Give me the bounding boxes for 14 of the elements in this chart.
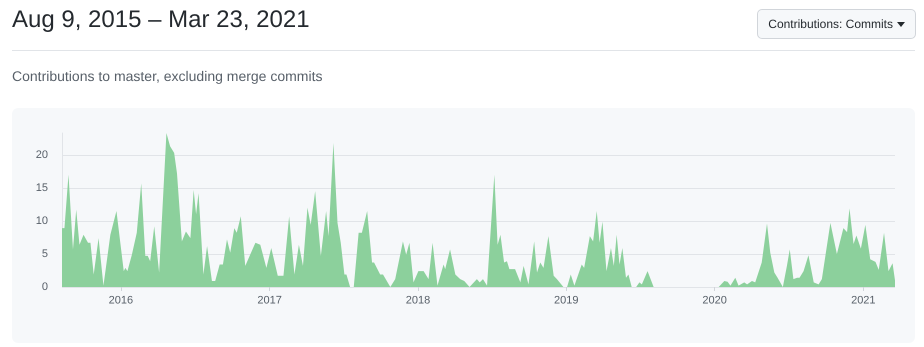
y-tick-label: 0	[42, 281, 48, 293]
x-tick-label: 2020	[702, 294, 727, 306]
y-tick-label: 5	[42, 248, 48, 260]
x-tick-label: 2021	[851, 294, 876, 306]
y-tick-label: 20	[36, 148, 48, 161]
chart-title: Aug 9, 2015 – Mar 23, 2021	[12, 6, 310, 34]
x-tick-label: 2018	[406, 294, 430, 306]
text: Contributions: Commits	[768, 17, 893, 31]
chart-subtitle: Contributions to master, excluding merge commits	[12, 68, 322, 84]
x-tick-label: 2019	[554, 294, 579, 306]
y-tick-label: 15	[36, 182, 48, 194]
y-tick-label: 10	[36, 214, 48, 227]
x-tick-label: 2016	[108, 294, 134, 306]
x-tick-label: 2017	[257, 294, 282, 306]
